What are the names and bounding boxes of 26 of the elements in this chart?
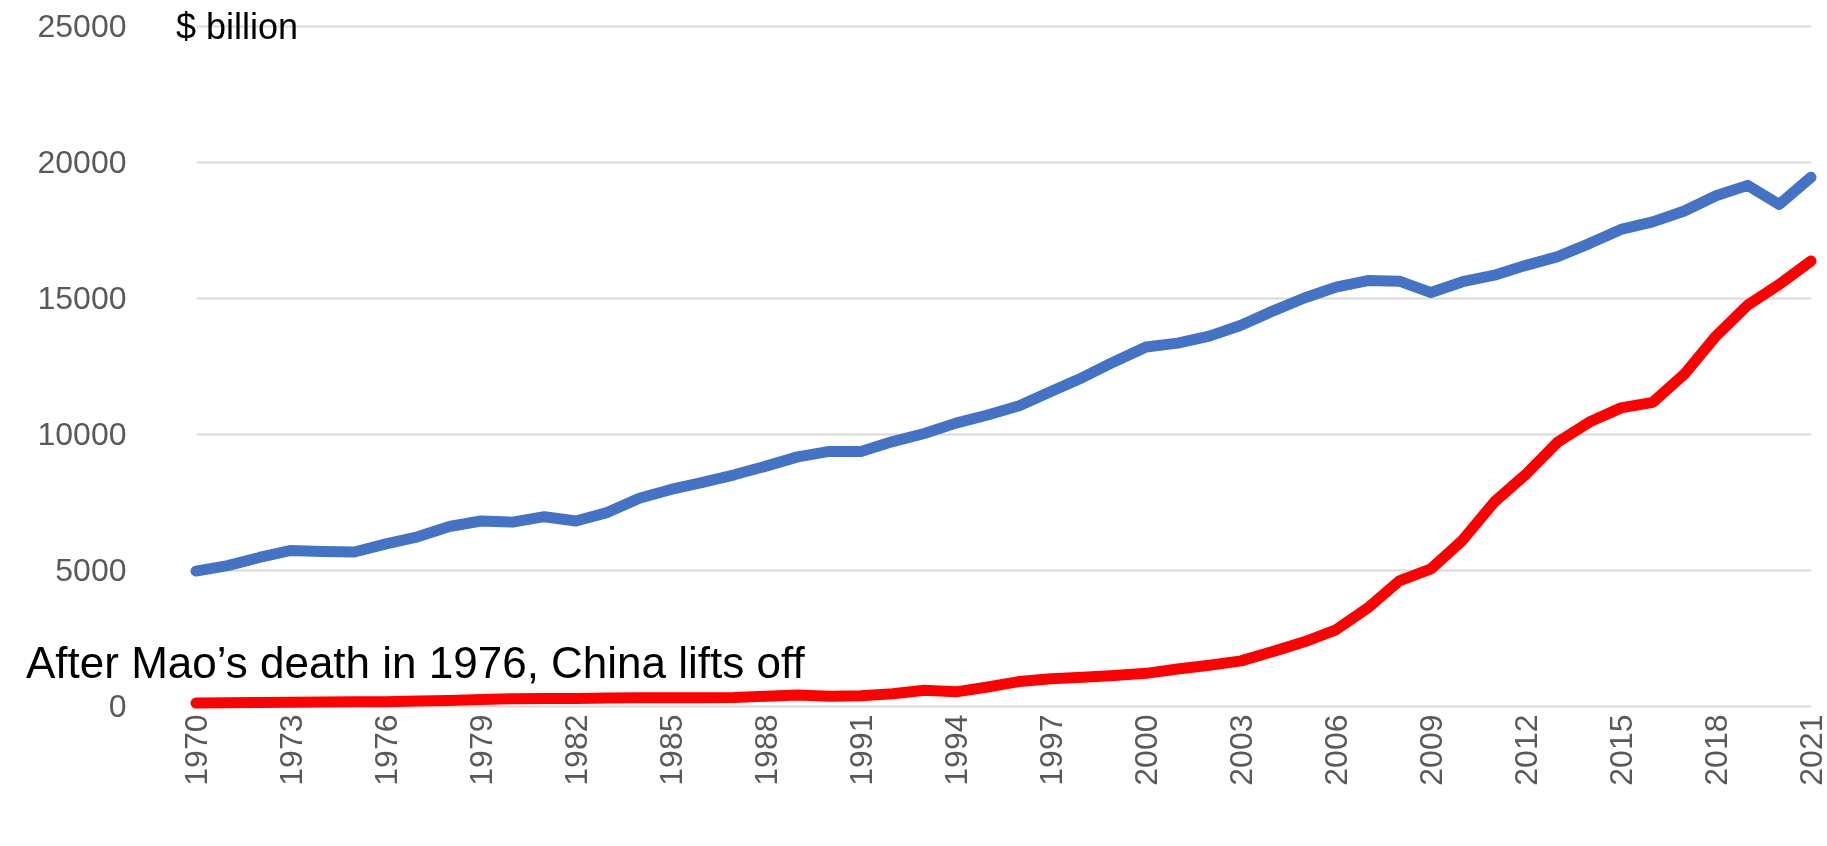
x-tick-label: 1970 — [177, 714, 214, 786]
x-tick-label: 2021 — [1792, 714, 1827, 786]
x-tick-label: 2009 — [1412, 714, 1449, 786]
x-tick-label: 2015 — [1602, 714, 1639, 786]
x-tick-label: 1979 — [462, 714, 499, 786]
x-tick-label: 1973 — [272, 714, 309, 786]
x-tick-label: 1988 — [747, 714, 784, 786]
x-tick-label: 1976 — [367, 714, 404, 786]
annotation: After Mao’s death in 1976, China lifts off — [26, 638, 806, 687]
x-tick-label: 1994 — [937, 714, 974, 786]
y-tick-label: 10000 — [37, 415, 127, 452]
x-tick-label: 2000 — [1127, 714, 1164, 786]
x-tick-label: 1985 — [652, 714, 689, 786]
y-tick-label: 15000 — [37, 279, 127, 316]
y-tick-label: 5000 — [55, 551, 127, 588]
x-tick-label: 2003 — [1222, 714, 1259, 786]
x-tick-label: 1997 — [1032, 714, 1069, 786]
y-tick-label: 20000 — [37, 143, 127, 180]
x-tick-label: 1982 — [557, 714, 594, 786]
y-tick-label: 0 — [108, 687, 127, 724]
y-tick-label: 25000 — [37, 7, 127, 44]
x-tick-label: 2006 — [1317, 714, 1354, 786]
x-tick-label: 2018 — [1697, 714, 1734, 786]
x-tick-label: 1991 — [842, 714, 879, 786]
y-axis-title: $ billion — [176, 6, 299, 47]
x-tick-label: 2012 — [1507, 714, 1544, 786]
